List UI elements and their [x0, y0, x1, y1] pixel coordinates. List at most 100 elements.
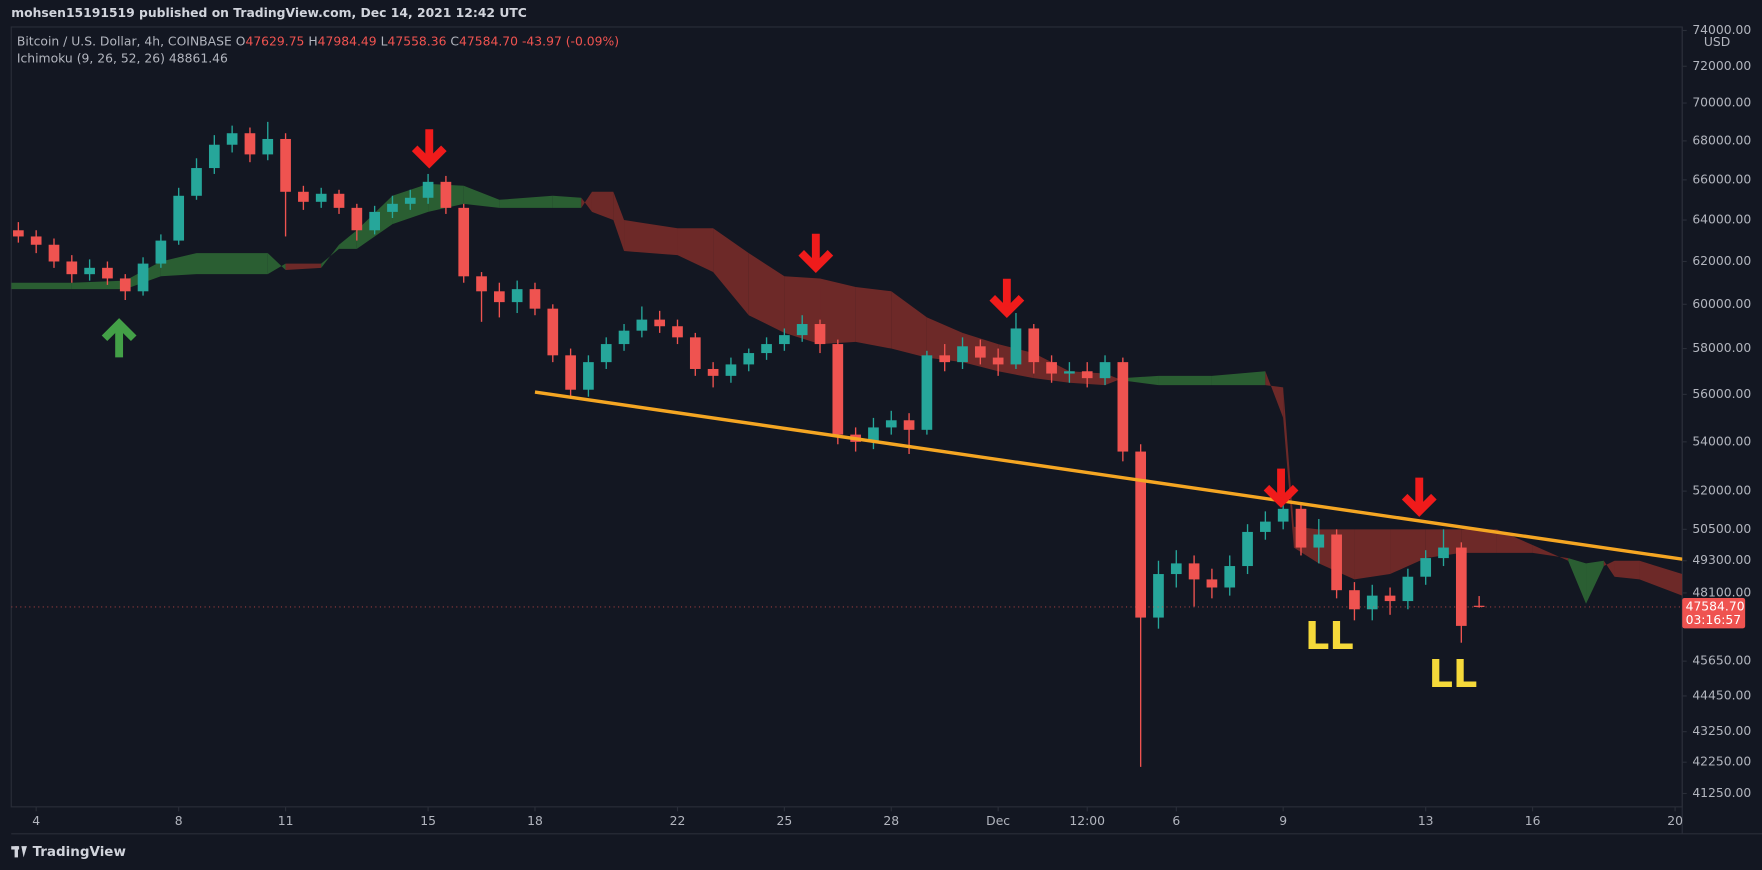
- publisher: mohsen15191519 published on TradingView.…: [11, 6, 527, 20]
- cloud-segment: [71, 280, 126, 290]
- candle-body: [1028, 328, 1040, 363]
- currency: USD: [1704, 35, 1730, 49]
- candle-body: [1135, 451, 1147, 618]
- cloud-segment: [1354, 529, 1391, 580]
- candle-body: [137, 263, 149, 292]
- cloud-segment: [820, 278, 856, 345]
- x-tick-label: 9: [1279, 814, 1287, 828]
- x-tick-label: 11: [278, 814, 294, 828]
- x-tick-label: 6: [1172, 814, 1180, 828]
- x-tick-label: 8: [175, 814, 183, 828]
- cloud-segment: [624, 220, 678, 256]
- candle-body: [458, 207, 470, 277]
- annotation: LL: [1429, 653, 1478, 697]
- cloud-segment: [748, 253, 785, 333]
- arrow-head: [989, 295, 1025, 318]
- x-tick-label: 12:00: [1069, 814, 1105, 828]
- cloud-segment: [463, 185, 500, 208]
- y-tick-label: 42250.00: [1692, 755, 1751, 769]
- y-tick-label: 54000.00: [1692, 434, 1751, 448]
- cloud-segment: [1586, 560, 1604, 604]
- candle-body: [814, 324, 826, 345]
- annotation: LL: [1305, 615, 1354, 659]
- cloud-segment: [499, 195, 553, 208]
- candle-body: [565, 355, 576, 390]
- arrow-head: [101, 318, 137, 342]
- y-tick-label: 56000.00: [1692, 387, 1751, 401]
- candle-body: [1206, 579, 1218, 588]
- y-tick-label: 70000.00: [1692, 96, 1751, 110]
- candle-body: [476, 276, 487, 292]
- candle-body: [1349, 590, 1360, 610]
- candle-body: [1046, 362, 1057, 374]
- y-tick-label: 64000.00: [1692, 213, 1751, 227]
- candle-body: [369, 211, 380, 231]
- ohlc-label: O: [236, 34, 246, 48]
- candle-body: [422, 181, 434, 198]
- candle-body: [868, 427, 879, 442]
- cloud-segment: [1496, 529, 1533, 553]
- candle-body: [1260, 521, 1271, 532]
- cloud-segment: [1461, 529, 1497, 553]
- candle-body: [796, 324, 808, 336]
- candle-body: [440, 181, 452, 208]
- cloud-segment: [677, 228, 714, 273]
- cloud-segment: [1283, 387, 1294, 548]
- candle-body: [1402, 576, 1414, 602]
- cloud-segment: [581, 191, 592, 212]
- x-tick-label: Dec: [986, 814, 1010, 828]
- ohlc-label: L: [381, 34, 388, 48]
- candle-body: [191, 168, 202, 196]
- candle-body: [974, 346, 986, 358]
- x-tick-label: 22: [670, 814, 686, 828]
- cloud-segment: [1122, 375, 1159, 386]
- y-tick-label: 68000.00: [1692, 133, 1751, 147]
- candle-body: [66, 261, 78, 275]
- candle-body: [333, 193, 345, 208]
- ohlc-value: 47629.75: [245, 34, 304, 48]
- candle-body: [1064, 371, 1075, 374]
- candle-body: [832, 344, 844, 435]
- candle-body: [48, 244, 60, 262]
- ohlc-value: 47584.70: [459, 34, 518, 48]
- candle-body: [1313, 534, 1325, 548]
- y-tick-label: 45650.00: [1692, 654, 1751, 668]
- candle-body: [280, 138, 291, 192]
- candle-body: [404, 197, 416, 204]
- y-tick-label: 48100.00: [1692, 585, 1751, 599]
- cloud-segment: [1614, 560, 1640, 580]
- candle-body: [1473, 605, 1485, 607]
- arrow-head: [1263, 484, 1299, 508]
- candle-body: [244, 133, 256, 155]
- y-tick-label: 58000.00: [1692, 341, 1751, 355]
- candle-body: [262, 138, 274, 155]
- candle-body: [1331, 534, 1342, 591]
- candle-body: [298, 191, 309, 202]
- y-tick-label: 41250.00: [1692, 786, 1751, 800]
- arrow-head: [798, 250, 834, 274]
- logo: [11, 846, 27, 858]
- candle-body: [1099, 362, 1111, 379]
- x-tick-label: 28: [883, 814, 899, 828]
- candle-body: [119, 278, 131, 292]
- y-tick-label: 74000.00: [1692, 23, 1751, 37]
- candle-body: [939, 355, 951, 363]
- y-tick-label: 72000.00: [1692, 59, 1751, 73]
- cloud-segment: [784, 276, 821, 345]
- candle-body: [672, 326, 683, 338]
- candle-body: [1188, 563, 1200, 580]
- ohlc-value: 47984.49: [318, 34, 377, 48]
- indicator: Ichimoku (9, 26, 52, 26): [17, 51, 165, 65]
- cloud-segment: [1603, 560, 1615, 577]
- price-tag-countdown: 03:16:57: [1686, 613, 1742, 627]
- x-tick-label: 4: [32, 814, 40, 828]
- legend-line: Bitcoin / U.S. Dollar, 4h, COINBASE O476…: [17, 34, 619, 48]
- candle-body: [1366, 595, 1378, 610]
- y-tick-label: 44450.00: [1692, 688, 1751, 702]
- y-tick-label: 52000.00: [1692, 484, 1751, 498]
- cloud-segment: [713, 228, 749, 316]
- x-tick-label: 16: [1525, 814, 1541, 828]
- candle-body: [173, 195, 185, 241]
- arrow-head: [1401, 493, 1437, 517]
